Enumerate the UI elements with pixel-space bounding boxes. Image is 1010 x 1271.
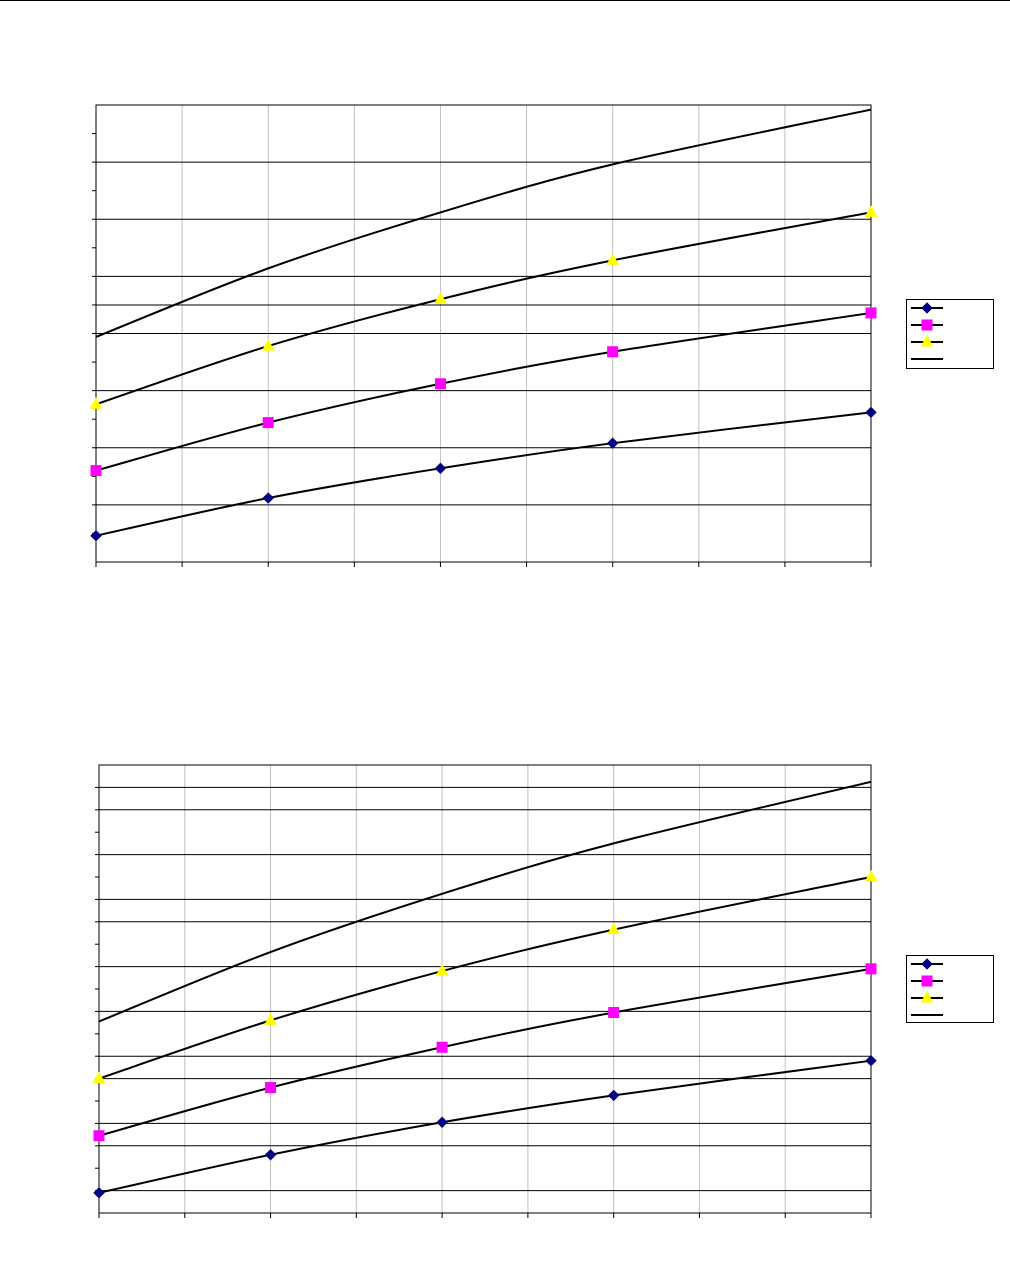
chart-1-series-1-point bbox=[90, 530, 102, 542]
chart-1-series-3-point bbox=[261, 339, 275, 351]
chart-1-legend-marker-3 bbox=[920, 334, 934, 347]
chart-2-series-3-point bbox=[92, 1071, 106, 1084]
chart-2-series-3-point bbox=[607, 922, 621, 935]
chart-1-series-1-point bbox=[606, 437, 619, 449]
chart-2-series-1-point bbox=[93, 1187, 105, 1199]
chart-1-series-3-point bbox=[606, 253, 620, 265]
chart-1-legend bbox=[906, 299, 994, 369]
chart-1-series-3-point bbox=[864, 205, 878, 217]
chart-2-series-2-point bbox=[865, 963, 877, 975]
chart-2-series-2-line bbox=[98, 967, 872, 1137]
chart-2-series-3-point bbox=[264, 1013, 277, 1025]
chart-1-legend-marker-1 bbox=[921, 302, 933, 314]
chart-2-series-2-point bbox=[436, 1041, 448, 1053]
chart-1-series-2-point bbox=[865, 307, 877, 319]
chart-1-series-2-point bbox=[607, 346, 619, 358]
chart-2-legend-marker-3 bbox=[920, 990, 934, 1003]
chart-2-series-1-line bbox=[98, 1059, 872, 1194]
chart-2-series-4-line bbox=[98, 780, 872, 1023]
chart-2-series-1-point bbox=[607, 1089, 620, 1102]
chart-2-series-2-point bbox=[265, 1082, 277, 1094]
chart-1-series-2-point bbox=[434, 378, 446, 390]
chart-2-legend-marker-1 bbox=[921, 958, 933, 970]
chart-1-series-2-point bbox=[90, 465, 102, 477]
chart-2-series-1-point bbox=[436, 1116, 448, 1128]
chart-2-series-1-point bbox=[264, 1149, 277, 1161]
chart-1-series-1-point bbox=[865, 406, 877, 419]
chart-2-series-3-point bbox=[864, 869, 878, 882]
chart-1-series-2-line bbox=[95, 311, 872, 472]
chart-1-series-1-point bbox=[434, 462, 447, 475]
chart-1-series-3-line bbox=[95, 211, 872, 406]
chart-1-series-1-point bbox=[262, 492, 274, 504]
chart-1 bbox=[89, 104, 878, 567]
chart-2-legend-marker-2 bbox=[921, 975, 933, 987]
chart-1-series-3-point bbox=[434, 292, 447, 304]
chart-1-series-3-point bbox=[89, 397, 103, 409]
page-top-rule bbox=[0, 0, 1010, 1]
chart-2-series-3-line bbox=[98, 876, 872, 1080]
chart-1-series-2-point bbox=[262, 417, 274, 429]
chart-2-series-2-point bbox=[608, 1007, 620, 1019]
chart-1-series-4-line bbox=[95, 108, 872, 338]
chart-1-series-1-line bbox=[95, 411, 872, 537]
chart-2-series-1-point bbox=[865, 1054, 877, 1067]
chart-1-legend-marker-2 bbox=[921, 319, 933, 331]
chart-2-legend bbox=[906, 955, 994, 1023]
chart-2-series-2-point bbox=[93, 1130, 105, 1142]
chart-2-series-3-point bbox=[435, 964, 449, 976]
